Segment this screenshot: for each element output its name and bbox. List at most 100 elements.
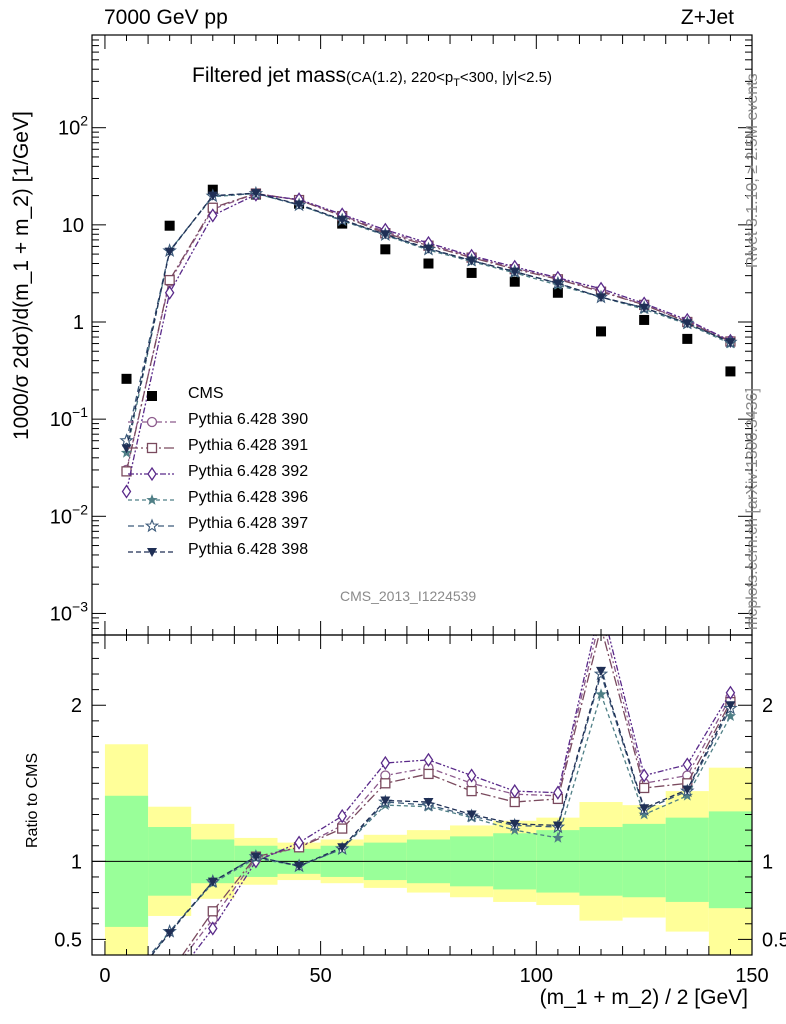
collision-label: 7000 GeV pp [104,6,228,29]
ratio-point-pythia-6-428-398 [725,701,736,711]
point-pythia-6-428-398 [250,189,261,199]
ratio-point-pythia-6-428-398 [682,785,693,795]
point-pythia-6-428-397 [119,433,134,447]
cms-point [509,276,520,287]
ratio-point-pythia-6-428-392 [208,921,218,936]
cms-point [466,267,477,278]
band-inner-bin [622,823,666,898]
legend-entry-391: Pythia 6.428 391 [188,437,309,454]
plot-title: Filtered jet mass(CA(1.2), 220<pT<300, |… [192,64,552,89]
ratio-point-pythia-6-428-396 [552,831,564,843]
series-line-pythia-6-428-392 [125,193,731,492]
ratio-point-pythia-6-428-392 [423,752,434,768]
plot-title-sub-b: <300, |y|<2.5) [459,69,552,86]
analysis-id: CMS_2013_I1224539 [340,588,477,604]
legend-markers [128,391,176,557]
y-tick-label-main: 10−2 [50,501,88,528]
y-tick-label-ratio-right: 2 [762,695,773,717]
mcplots-label: mcplots.cern.ch [arXiv:1306.3436] [744,388,761,630]
ratio-line-pythia-6-428-398 [150,668,731,955]
x-tick-label: 0 [99,965,110,987]
legend-marker-cms [147,391,157,401]
plot-title-main: Filtered jet mass [192,64,347,87]
plot-title-sub-subscript: T [453,77,460,90]
legend-marker [146,416,158,428]
ratio-point-pythia-6-428-392 [466,768,477,783]
ratio-point-pythia-6-428-391 [380,778,391,789]
ratio-point-pythia-6-428-398 [337,843,348,853]
ratio-point-pythia-6-428-398 [596,666,607,676]
cms-point [121,373,132,384]
ratio-point-pythia-6-428-398 [639,804,650,814]
point-pythia-6-428-391 [164,274,175,286]
ratio-point-pythia-6-428-392 [509,783,520,799]
y-tick-label-main: 10−3 [50,598,88,625]
ratio-point-pythia-6-428-391 [466,785,477,797]
band-inner-bin [708,811,752,909]
plot-title-sub-a: (CA(1.2), 220<p [346,69,454,86]
ratio-point-pythia-6-428-396 [595,688,607,700]
cms-point [682,333,693,344]
ratio-point-pythia-6-428-398 [294,862,305,872]
ratio-point-pythia-6-428-396 [509,824,521,835]
y-tick-label-ratio-left: 2 [71,695,82,717]
cms-point [639,314,650,325]
ratio-point-pythia-6-428-391 [207,906,218,917]
ratio-point-pythia-6-428-392 [553,785,563,800]
y-axis-label-ratio: Ratio to CMS [24,752,41,848]
x-tick-label: 100 [520,965,553,987]
ratio-point-pythia-6-428-398 [380,796,391,806]
legend-entry-397: Pythia 6.428 397 [188,515,309,532]
ratio-plot-marks [149,635,738,955]
ratio-point-pythia-6-428-398 [466,810,477,820]
point-pythia-6-428-398 [725,338,736,348]
ratio-point-pythia-6-428-398 [552,821,563,831]
ratio-point-pythia-6-428-392 [337,808,347,824]
point-pythia-6-428-392 [208,208,218,223]
point-pythia-6-428-398 [164,247,175,257]
point-pythia-6-428-398 [466,256,477,266]
ratio-point-pythia-6-428-392 [682,757,693,772]
legend-entry-396: Pythia 6.428 396 [188,489,309,506]
ratio-point-pythia-6-428-398 [250,852,261,862]
cms-point [164,220,175,231]
ratio-point-pythia-6-428-392 [725,685,736,700]
y-tick-label-ratio-left: 0.5 [54,929,82,951]
legend-entry-390: Pythia 6.428 390 [188,411,309,428]
ratio-point-pythia-6-428-398 [207,877,218,887]
legend-entry-398: Pythia 6.428 398 [188,541,309,558]
ratio-point-pythia-6-428-391 [337,823,348,834]
y-tick-label-ratio-left: 1 [71,851,82,873]
ratio-frame [91,634,753,956]
point-pythia-6-428-398 [639,303,650,313]
band-inner-bin [665,817,709,902]
y-tick-label-main: 102 [58,113,88,140]
legend-entry-cms: CMS [188,385,224,402]
y-tick-label-main: 1 [73,312,84,334]
point-pythia-6-428-392 [164,285,175,300]
cms-point [725,366,736,377]
cms-point [552,287,563,298]
point-pythia-6-428-398 [337,215,348,225]
legend-marker [147,548,157,557]
ratio-point-pythia-6-428-396 [681,789,693,801]
legend-marker [146,442,158,454]
legend-entry-392: Pythia 6.428 392 [188,463,309,480]
main-plot-marks [119,184,738,499]
ratio-point-pythia-6-428-392 [294,835,304,850]
x-axis-label: (m_1 + m_2) / 2 [GeV] [539,986,748,1009]
ratio-point-pythia-6-428-398 [164,929,175,939]
legend-marker [144,518,160,533]
point-pythia-6-428-398 [294,200,305,210]
process-label: Z+Jet [680,6,734,29]
ratio-point-pythia-6-428-398 [509,819,520,829]
ratio-point-pythia-6-428-398 [423,798,434,808]
ratio-point-pythia-6-428-396 [724,710,737,721]
x-tick-label: 150 [735,965,768,987]
rivet-label: Rivet 3.1.10, ≥ 2.5M events [744,73,761,268]
ratio-point-pythia-6-428-392 [380,755,391,771]
point-pythia-6-428-398 [596,293,607,303]
point-pythia-6-428-398 [509,267,520,277]
legend-marker [146,494,158,505]
